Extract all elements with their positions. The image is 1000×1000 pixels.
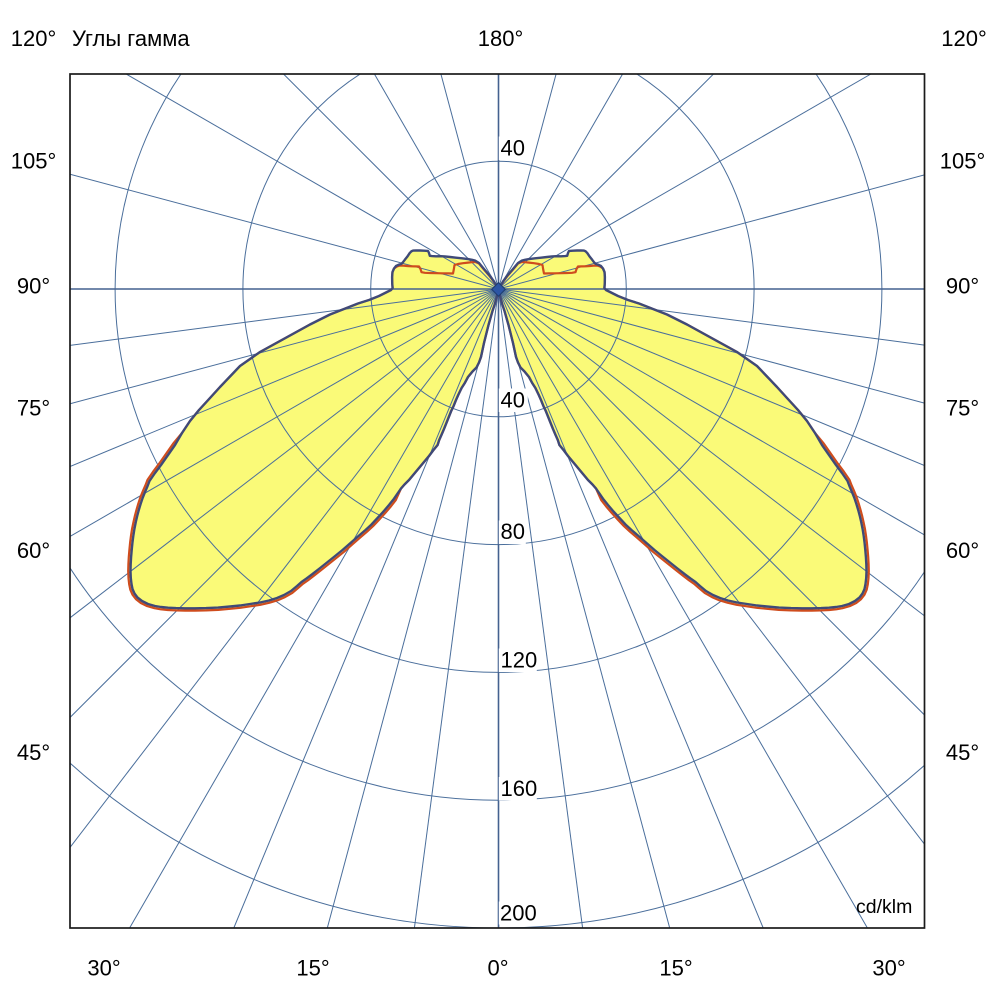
svg-text:180°: 180°: [478, 26, 524, 51]
svg-text:105°: 105°: [11, 149, 57, 174]
svg-text:105°: 105°: [940, 149, 986, 174]
svg-text:120°: 120°: [11, 26, 57, 51]
svg-text:60°: 60°: [946, 538, 979, 563]
svg-text:90°: 90°: [17, 274, 50, 299]
svg-text:40: 40: [501, 135, 525, 160]
svg-text:0°: 0°: [487, 956, 508, 981]
svg-text:45°: 45°: [946, 740, 979, 765]
svg-text:30°: 30°: [87, 956, 120, 981]
svg-text:75°: 75°: [946, 396, 979, 421]
svg-text:120°: 120°: [941, 26, 987, 51]
svg-text:30°: 30°: [872, 956, 905, 981]
svg-text:45°: 45°: [17, 740, 50, 765]
svg-text:120: 120: [501, 648, 538, 673]
svg-text:40: 40: [501, 387, 525, 412]
svg-text:cd/klm: cd/klm: [856, 896, 912, 918]
svg-text:80: 80: [501, 519, 525, 544]
svg-text:75°: 75°: [17, 396, 50, 421]
svg-text:15°: 15°: [296, 956, 329, 981]
svg-text:Углы гамма: Углы гамма: [72, 26, 190, 51]
svg-text:15°: 15°: [659, 956, 692, 981]
svg-text:60°: 60°: [17, 538, 50, 563]
svg-text:160: 160: [501, 776, 538, 801]
svg-text:200: 200: [500, 901, 537, 926]
svg-text:90°: 90°: [946, 274, 979, 299]
